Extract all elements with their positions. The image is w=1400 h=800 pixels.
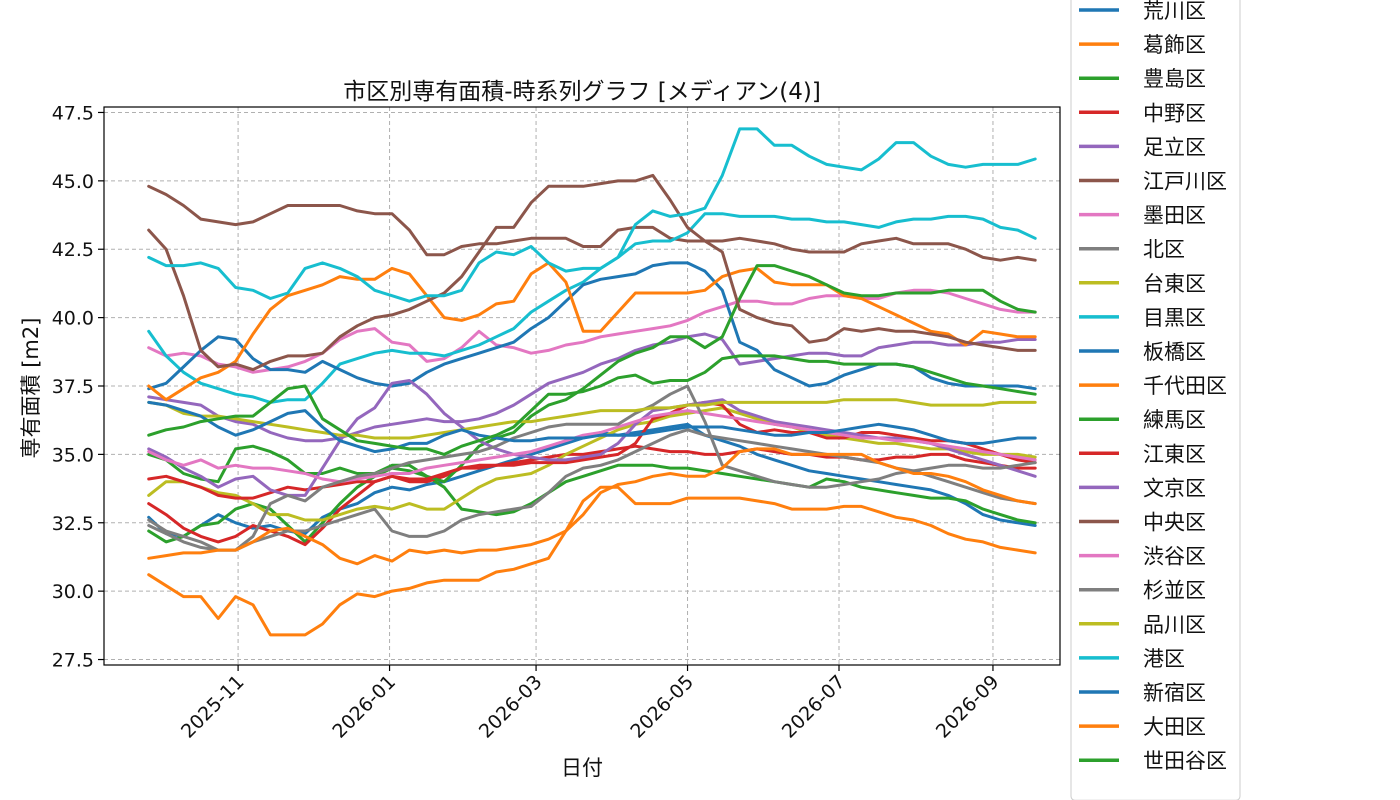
y-tick-label: 35.0 (52, 444, 94, 466)
legend-label: 新宿区 (1143, 681, 1206, 705)
y-tick-label: 42.5 (52, 239, 94, 261)
series-line-18 (147, 398, 1037, 440)
x-tick-label: 2026-07 (778, 671, 850, 743)
y-axis-ticks: 27.5 30.0 32.5 35.0 37.5 40.0 42.5 45.0 47.5 (52, 102, 104, 672)
legend-label: 杉並区 (1143, 579, 1206, 603)
y-tick-label: 27.5 (52, 650, 94, 672)
x-axis-label: 日付 (561, 756, 603, 780)
series-line-5 (147, 184, 1037, 262)
series-line-20 (147, 400, 1037, 454)
x-tick-label: 2026-09 (932, 671, 1004, 743)
series-line-22 (147, 354, 1037, 456)
series-line-16 (147, 409, 1037, 484)
series-line-3 (147, 444, 1037, 547)
series-lines (147, 127, 1037, 637)
legend-label: 荒川区 (1143, 0, 1206, 23)
series-line-12 (147, 264, 1037, 484)
legend-label: 江戸川区 (1143, 170, 1227, 194)
legend-label: 板橋区 (1143, 340, 1206, 364)
series-line-13 (147, 400, 1037, 500)
series-line-17 (147, 384, 1037, 552)
legend-label: 練馬区 (1143, 408, 1206, 432)
x-tick-label: 2026-05 (626, 671, 698, 743)
series-line-15 (147, 173, 1037, 372)
series-line-11 (147, 261, 1037, 402)
legend-label: 足立区 (1143, 135, 1206, 159)
x-axis-ticks: 2025-11 2026-01 2026-03 2026-05 2026-07 2026-… (177, 665, 1004, 743)
x-tick-label: 2026-01 (328, 671, 400, 743)
series-line-4 (147, 332, 1037, 443)
legend-label: 中央区 (1143, 511, 1206, 535)
legend-label: 品川区 (1143, 613, 1206, 637)
y-tick-label: 40.0 (52, 308, 94, 330)
y-axis-label: 専有面積 [m2] (19, 318, 43, 459)
legend-label: 大田区 (1143, 715, 1206, 739)
chart-title: 市区別専有面積-時系列グラフ [メディアン(4)] (343, 79, 821, 105)
legend-label: 墨田区 (1143, 204, 1206, 228)
y-tick-label: 45.0 (52, 171, 94, 193)
series-line-21 (147, 447, 1037, 566)
legend-label: 文京区 (1143, 476, 1206, 500)
legend-label: 港区 (1143, 647, 1185, 671)
legend-label: 千代田区 (1143, 374, 1227, 398)
legend-box (1070, 0, 1241, 800)
series-line-8 (147, 406, 1037, 522)
legend-label: 江東区 (1143, 442, 1206, 466)
legend-label: 中野区 (1143, 101, 1206, 125)
legend: 荒川区葛飾区豊島区中野区足立区江戸川区墨田区北区台東区目黒区板橋区千代田区練馬区… (1070, 0, 1241, 800)
series-line-19 (147, 127, 1037, 303)
y-tick-label: 32.5 (52, 513, 94, 535)
y-tick-label: 37.5 (52, 376, 94, 398)
legend-label: 目黒区 (1143, 306, 1206, 330)
y-tick-label: 30.0 (52, 581, 94, 603)
x-tick-label: 2026-03 (475, 671, 547, 743)
legend-label: 世田谷区 (1143, 749, 1227, 773)
gridlines (104, 107, 1060, 665)
series-line-1 (147, 485, 1037, 637)
legend-label: 渋谷区 (1143, 545, 1206, 569)
legend-label: 北区 (1143, 238, 1185, 262)
legend-label: 豊島区 (1143, 67, 1206, 91)
x-tick-label: 2025-11 (177, 671, 249, 743)
legend-label: 台東区 (1143, 272, 1206, 296)
legend-label: 葛飾区 (1143, 33, 1206, 57)
y-tick-label: 47.5 (52, 102, 94, 124)
series-line-9 (147, 212, 1037, 404)
